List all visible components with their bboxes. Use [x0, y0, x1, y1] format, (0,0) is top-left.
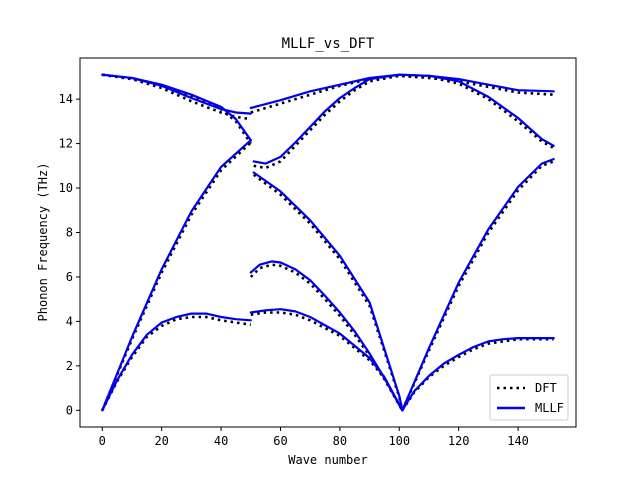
series-dft-branch-10 [249, 263, 404, 411]
series-dft-branch-6 [252, 173, 404, 411]
series-dft-branch-9 [250, 311, 404, 411]
y-tick-label: 8 [66, 225, 73, 239]
y-axis-label: Phonon Frequency (THz) [36, 163, 50, 322]
series-dft-branch-8 [101, 315, 251, 411]
x-tick-label: 100 [388, 434, 410, 448]
x-axis-label: Wave number [288, 453, 367, 467]
chart-title: MLLF_vs_DFT [282, 36, 375, 52]
series-dft-branch-2 [250, 74, 554, 114]
series-mllf-branch-11 [401, 337, 555, 412]
x-tick-label: 0 [99, 434, 106, 448]
y-tick-label: 0 [66, 403, 73, 417]
series-mllf-branch-7 [401, 158, 555, 412]
x-tick-label: 60 [273, 434, 287, 448]
x-tick-label: 140 [507, 434, 529, 448]
y-tick-label: 6 [66, 270, 73, 284]
legend: DFT MLLF [489, 374, 569, 421]
series-mllf-branch-2 [249, 73, 555, 110]
series-mllf-branch-3 [101, 73, 252, 142]
y-tick-label: 2 [66, 359, 73, 373]
series-mllf-branch-1 [101, 73, 252, 115]
legend-label-dft: DFT [535, 381, 557, 395]
y-axis: 0 2 4 6 8 10 12 14 [59, 92, 80, 417]
x-tick-label: 80 [333, 434, 347, 448]
series-mllf-branch-8 [101, 312, 252, 412]
y-tick-label: 4 [66, 314, 73, 328]
series-dft-branch-5 [101, 141, 252, 411]
series-mllf-branch-9 [249, 308, 404, 412]
x-tick-label: 20 [154, 434, 168, 448]
series-dft-branch-3 [102, 73, 252, 145]
series-mllf [101, 73, 555, 412]
x-tick-label: 120 [448, 434, 470, 448]
x-axis: 0 20 40 60 80 100 120 140 [99, 427, 529, 448]
y-tick-label: 14 [59, 92, 73, 106]
x-tick-label: 40 [214, 434, 228, 448]
y-tick-label: 12 [59, 137, 73, 151]
y-tick-label: 10 [59, 181, 73, 195]
series-layer [101, 73, 555, 412]
series-mllf-branch-5 [101, 139, 252, 412]
legend-label-mllf: MLLF [535, 401, 564, 415]
plot-frame [79, 57, 577, 428]
series-dft-branch-7 [401, 160, 555, 411]
series-dft-branch-4 [253, 74, 555, 170]
series-mllf-branch-10 [249, 260, 404, 412]
series-mllf-branch-4 [252, 73, 555, 165]
series-mllf-branch-6 [252, 171, 404, 412]
